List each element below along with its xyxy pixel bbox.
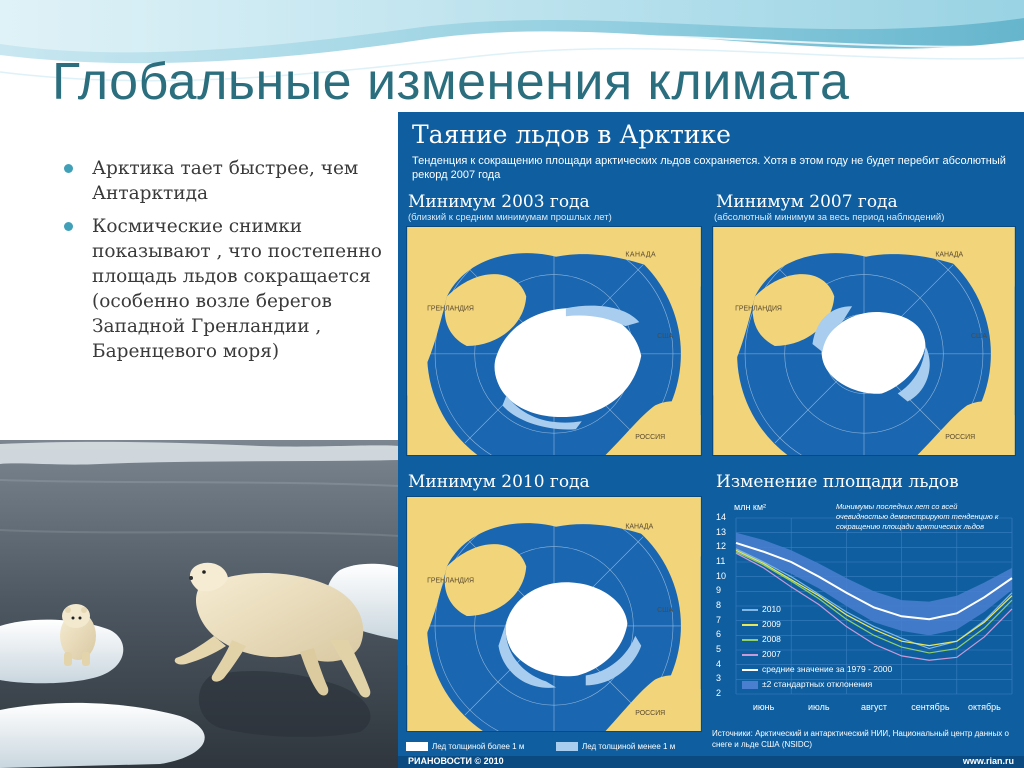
svg-text:КАНАДА: КАНАДА bbox=[935, 252, 963, 259]
series-line-1 bbox=[735, 549, 1013, 647]
series-line-4 bbox=[735, 541, 1013, 621]
y-tick-label: 9 bbox=[716, 585, 722, 596]
chart-svg bbox=[712, 498, 1018, 734]
polar-bear-photo bbox=[0, 440, 400, 768]
x-tick-label: июнь bbox=[752, 702, 775, 712]
bullet-dot-icon bbox=[64, 222, 73, 231]
bullet-text: Арктика тает быстрее, чем Антарктида bbox=[92, 158, 359, 204]
thin-ice-label: Лед толщиной менее 1 м bbox=[582, 742, 676, 751]
polar-bear-cub bbox=[60, 604, 96, 666]
map-legend: Лед толщиной более 1 м Лед толщиной мене… bbox=[406, 738, 706, 756]
y-tick-label: 3 bbox=[716, 673, 722, 684]
svg-text:США: США bbox=[657, 333, 673, 340]
ria-url: www.rian.ru bbox=[962, 756, 1014, 766]
svg-text:ГРЕНЛАНДИЯ: ГРЕНЛАНДИЯ bbox=[427, 305, 474, 312]
legend-swatch bbox=[742, 639, 758, 641]
svg-text:США: США bbox=[657, 607, 673, 614]
thick-ice-swatch bbox=[406, 742, 428, 751]
panel-2007-title: Минимум 2007 года bbox=[716, 192, 898, 212]
bullet-item: Арктика тает быстрее, чем Антарктида bbox=[62, 156, 392, 206]
legend-swatch bbox=[742, 669, 758, 671]
series-line-3 bbox=[735, 552, 1013, 661]
map-2007: КАНАДА ГРЕНЛАНДИЯ США РОССИЯ bbox=[712, 226, 1016, 456]
footer-bar bbox=[398, 756, 1024, 768]
y-axis-label: млн км² bbox=[734, 502, 767, 512]
y-tick-label: 8 bbox=[716, 600, 722, 610]
polar-bear-adult bbox=[174, 562, 371, 698]
svg-text:РОССИЯ: РОССИЯ bbox=[635, 434, 665, 441]
legend-label: 2007 bbox=[762, 649, 781, 659]
svg-text:РОССИЯ: РОССИЯ bbox=[635, 710, 665, 717]
panel-2010-title: Минимум 2010 года bbox=[408, 472, 590, 492]
y-tick-label: 10 bbox=[716, 570, 727, 581]
ice-area-chart: млн км² Минимумы последних лет со всей о… bbox=[712, 498, 1018, 734]
legend-label: средние значение за 1979 - 2000 bbox=[762, 664, 893, 674]
y-tick-label: 11 bbox=[716, 556, 726, 566]
bullet-item: Космические снимки показывают , что пост… bbox=[62, 214, 392, 364]
series-lines bbox=[735, 541, 1013, 661]
slide-title: Глобальные изменения климата bbox=[52, 53, 850, 111]
svg-text:КАНАДА: КАНАДА bbox=[625, 524, 653, 531]
svg-text:РОССИЯ: РОССИЯ bbox=[945, 434, 975, 441]
legend-label: 2009 bbox=[762, 619, 781, 629]
chart-title: Изменение площади льдов bbox=[716, 472, 959, 492]
x-tick-label: октябрь bbox=[967, 702, 1001, 712]
svg-text:США: США bbox=[971, 333, 987, 340]
x-tick-label: июль bbox=[808, 702, 830, 712]
legend-swatch bbox=[742, 624, 758, 626]
thin-ice-swatch bbox=[556, 742, 578, 751]
panel-2003-title: Минимум 2003 года bbox=[408, 192, 590, 212]
y-tick-label: 2 bbox=[716, 688, 722, 698]
y-tick-label: 12 bbox=[716, 541, 727, 552]
bullet-list: Арктика тает быстрее, чем Антарктида Кос… bbox=[62, 156, 392, 372]
thick-ice-label: Лед толщиной более 1 м bbox=[432, 742, 525, 751]
bullet-dot-icon bbox=[64, 164, 73, 173]
map-2010: КАНАДА ГРЕНЛАНДИЯ США РОССИЯ bbox=[406, 496, 702, 732]
arctic-ice-infographic: Таяние льдов в Арктике Тенденция к сокра… bbox=[398, 112, 1024, 768]
series-line-2 bbox=[735, 551, 1013, 654]
panel-2003-note: (близкий к средним минимумам прошлых лет… bbox=[408, 212, 612, 223]
y-tick-label: 13 bbox=[716, 526, 727, 537]
x-tick-label: сентябрь bbox=[911, 702, 950, 712]
infographic-subtitle: Тенденция к сокращению площади арктическ… bbox=[412, 155, 1006, 181]
legend-swatch bbox=[742, 681, 758, 689]
y-tick-label: 6 bbox=[716, 629, 722, 640]
legend-swatch bbox=[742, 654, 758, 656]
svg-text:КАНАДА: КАНАДА bbox=[625, 252, 656, 259]
panel-2007-note: (абсолютный минимум за весь период наблю… bbox=[714, 212, 945, 223]
infographic-title: Таяние льдов в Арктике bbox=[412, 120, 731, 149]
legend-label: 2010 bbox=[762, 604, 781, 614]
bullet-text: Космические снимки показывают , что пост… bbox=[92, 216, 382, 362]
decorative-waves bbox=[0, 0, 1024, 82]
legend-label: 2008 bbox=[762, 634, 781, 644]
y-tick-label: 4 bbox=[716, 658, 722, 669]
chart-annotation: Минимумы последних лет со всей очевиднос… bbox=[836, 502, 999, 531]
sources-text: Источники: Арктический и антарктический … bbox=[712, 729, 1009, 749]
std-dev-band bbox=[736, 532, 1012, 636]
ria-logo: РИАНОВОСТИ © 2010 bbox=[408, 756, 504, 766]
x-tick-label: август bbox=[860, 702, 888, 712]
map-2003: КАНАДА ГРЕНЛАНДИЯ США РОССИЯ bbox=[406, 226, 702, 456]
svg-text:ГРЕНЛАНДИЯ: ГРЕНЛАНДИЯ bbox=[735, 305, 782, 312]
legend-swatch bbox=[742, 609, 758, 611]
y-tick-label: 7 bbox=[716, 614, 722, 625]
svg-text:ГРЕНЛАНДИЯ: ГРЕНЛАНДИЯ bbox=[427, 577, 474, 584]
y-tick-label: 5 bbox=[716, 644, 722, 654]
legend-label: ±2 стандартных отклонения bbox=[762, 679, 873, 689]
y-tick-label: 14 bbox=[716, 512, 727, 522]
